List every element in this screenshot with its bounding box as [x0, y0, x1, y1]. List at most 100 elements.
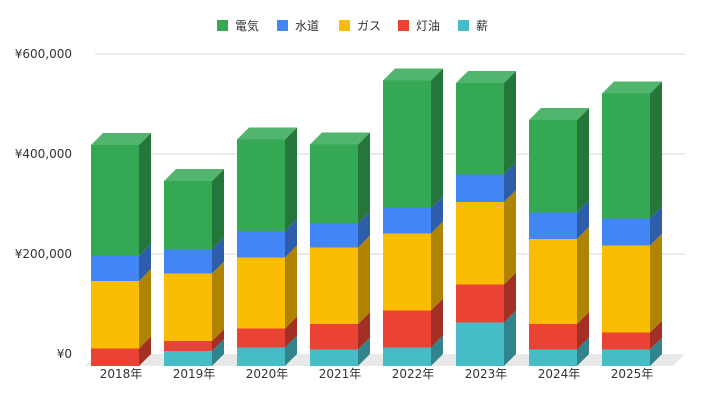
legend-item-0: 電気	[217, 18, 259, 33]
legend-label-2: ガス	[357, 19, 381, 33]
bar-segment-0-2	[91, 281, 139, 349]
bar-segment-7-3	[602, 218, 650, 246]
bar-segment-3-3	[310, 223, 358, 248]
bar-segment-5-3	[456, 174, 504, 202]
bar-side-5-3	[504, 162, 516, 202]
legend-swatch-4	[458, 20, 469, 31]
bar-segment-4-3	[383, 208, 431, 234]
bar-segment-4-0	[383, 347, 431, 366]
bar-top-0	[91, 133, 151, 145]
bar-side-6-4	[577, 108, 589, 213]
bar-segment-6-4	[529, 120, 577, 213]
legend-item-4: 薪	[458, 19, 488, 33]
bar-side-0-4	[139, 133, 151, 256]
x-tick-label-1: 2019年	[173, 367, 216, 381]
legend-item-3: 灯油	[398, 19, 440, 33]
bar-segment-4-2	[383, 233, 431, 311]
legend: 電気 水道 ガス 灯油 薪	[217, 18, 488, 33]
bar-side-6-3	[577, 200, 589, 239]
legend-label-3: 灯油	[416, 19, 440, 33]
bar-top-3	[310, 132, 370, 145]
x-tick-label-2: 2020年	[246, 367, 289, 381]
bar-segment-3-4	[310, 144, 358, 224]
bar-segment-3-1	[310, 324, 358, 350]
bar-segment-0-1	[91, 348, 139, 366]
bar-segment-1-1	[164, 341, 212, 351]
bar-segment-5-2	[456, 202, 504, 285]
bar-side-0-2	[139, 269, 151, 349]
bar-segment-7-0	[602, 349, 650, 366]
x-tick-label-4: 2022年	[392, 367, 435, 381]
bar-side-3-4	[358, 132, 370, 224]
bar-side-1-2	[212, 261, 224, 341]
legend-swatch-3	[398, 20, 409, 31]
bar-segment-4-1	[383, 310, 431, 348]
bar-segment-4-4	[383, 80, 431, 208]
bar-segment-6-3	[529, 212, 577, 239]
bar-side-6-2	[577, 227, 589, 324]
bar-side-1-0	[212, 339, 224, 366]
y-tick-label-0: ¥0	[57, 347, 72, 361]
bar-side-5-4	[504, 71, 516, 175]
bar-stack-4	[383, 68, 443, 366]
legend-swatch-0	[217, 20, 228, 31]
bar-side-2-1	[285, 316, 297, 348]
bar-side-1-1	[212, 329, 224, 351]
y-axis-ticks: ¥0 ¥200,000 ¥400,000 ¥600,000	[15, 47, 72, 361]
bar-side-2-3	[285, 219, 297, 258]
bar-side-7-3	[650, 206, 662, 246]
bar-segment-1-2	[164, 273, 212, 341]
legend-label-4: 薪	[476, 19, 488, 33]
bar-side-0-1	[139, 336, 151, 366]
x-tick-label-5: 2023年	[465, 367, 508, 381]
legend-item-1: 水道	[277, 19, 319, 33]
bar-segment-7-2	[602, 245, 650, 333]
bar-segment-2-1	[237, 328, 285, 348]
x-axis-ticks: 2018年 2019年 2020年 2021年 2022年 2023年 2024年 2025年	[100, 367, 654, 381]
bar-side-4-2	[431, 221, 443, 311]
bar-side-6-0	[577, 337, 589, 366]
y-tick-label-1: ¥200,000	[15, 247, 72, 261]
bar-segment-3-0	[310, 349, 358, 366]
bar-segment-6-2	[529, 239, 577, 324]
bar-side-7-4	[650, 81, 662, 219]
bar-stack-5	[456, 71, 516, 366]
bar-top-6	[529, 108, 589, 120]
bar-segment-2-3	[237, 231, 285, 258]
x-tick-label-7: 2025年	[611, 367, 654, 381]
bar-segment-5-0	[456, 322, 504, 366]
x-tick-label-6: 2024年	[538, 367, 581, 381]
bar-segment-1-4	[164, 181, 212, 250]
x-tick-label-0: 2018年	[100, 367, 143, 381]
bar-segment-0-4	[91, 145, 139, 256]
y-tick-label-2: ¥400,000	[15, 147, 72, 161]
bars	[91, 68, 662, 366]
bar-segment-3-2	[310, 247, 358, 324]
bar-segment-5-4	[456, 83, 504, 175]
bar-side-1-4	[212, 169, 224, 250]
bar-side-5-0	[504, 310, 516, 366]
bar-stack-6	[529, 108, 589, 366]
bar-side-0-3	[139, 244, 151, 281]
bar-segment-6-0	[529, 349, 577, 366]
bar-side-2-4	[285, 127, 297, 231]
bar-side-4-1	[431, 298, 443, 348]
bar-side-3-2	[358, 235, 370, 324]
legend-label-0: 電気	[235, 18, 259, 33]
bar-side-5-1	[504, 272, 516, 323]
bar-top-4	[383, 68, 443, 81]
bar-stack-2	[237, 127, 297, 366]
bar-top-2	[237, 127, 297, 140]
bar-side-7-1	[650, 320, 662, 350]
bar-side-2-2	[285, 245, 297, 329]
bar-segment-5-1	[456, 284, 504, 323]
bar-segment-1-3	[164, 249, 212, 274]
bar-stack-0	[91, 133, 151, 366]
bar-side-5-2	[504, 190, 516, 285]
bar-top-5	[456, 71, 516, 83]
bar-side-7-0	[650, 337, 662, 366]
bar-side-2-0	[285, 335, 297, 366]
bar-stack-1	[164, 169, 224, 366]
